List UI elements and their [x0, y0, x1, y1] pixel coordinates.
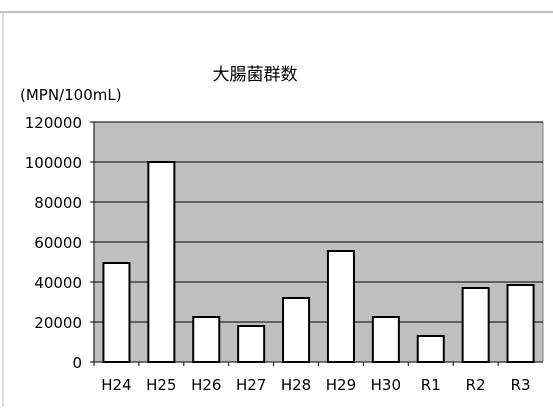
bar-R2 — [461, 287, 490, 363]
y-tick-label: 20000 — [34, 314, 82, 332]
bar-H30 — [371, 316, 400, 363]
y-axis-label: (MPN/100mL) — [20, 86, 122, 104]
x-tick-label-R3: R3 — [511, 376, 531, 394]
bar-H24 — [102, 262, 131, 363]
x-tick-labels: H24 H25 H26 H27 H28 H29 H30 R1 R2 R3 — [93, 362, 531, 394]
x-tick-label-H25: H25 — [146, 376, 176, 394]
x-tick-label-H26: H26 — [191, 376, 221, 394]
y-tick-label: 120000 — [25, 114, 82, 132]
bar-H26 — [192, 316, 221, 363]
x-tick-label-H30: H30 — [371, 376, 401, 394]
y-tick-label: 0 — [72, 354, 82, 372]
x-tick-label-H27: H27 — [236, 376, 266, 394]
bar-R3 — [506, 284, 535, 363]
bar-R1 — [416, 335, 445, 363]
x-tick-label-R1: R1 — [421, 376, 441, 394]
bar-H29 — [326, 250, 355, 363]
bar-H28 — [282, 297, 311, 363]
x-tick-label-H24: H24 — [101, 376, 131, 394]
x-tick-label-R2: R2 — [466, 376, 486, 394]
y-tick-label: 60000 — [34, 234, 82, 252]
y-tick-label: 40000 — [34, 274, 82, 292]
y-tick-label: 100000 — [25, 154, 82, 172]
x-tick-label-H29: H29 — [326, 376, 356, 394]
chart-title: 大腸菌群数 — [213, 65, 298, 85]
y-tick-label: 80000 — [34, 194, 82, 212]
bars — [102, 161, 535, 363]
bar-H27 — [237, 325, 266, 363]
x-tick-label-H28: H28 — [281, 376, 311, 394]
y-tick-labels: 0 20000 40000 60000 80000 100000 120000 — [25, 114, 94, 372]
bar-H25 — [147, 161, 176, 363]
